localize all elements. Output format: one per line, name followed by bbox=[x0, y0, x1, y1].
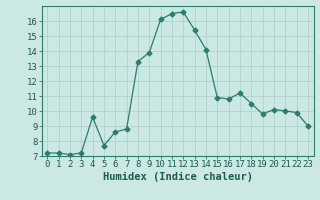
X-axis label: Humidex (Indice chaleur): Humidex (Indice chaleur) bbox=[103, 172, 252, 182]
